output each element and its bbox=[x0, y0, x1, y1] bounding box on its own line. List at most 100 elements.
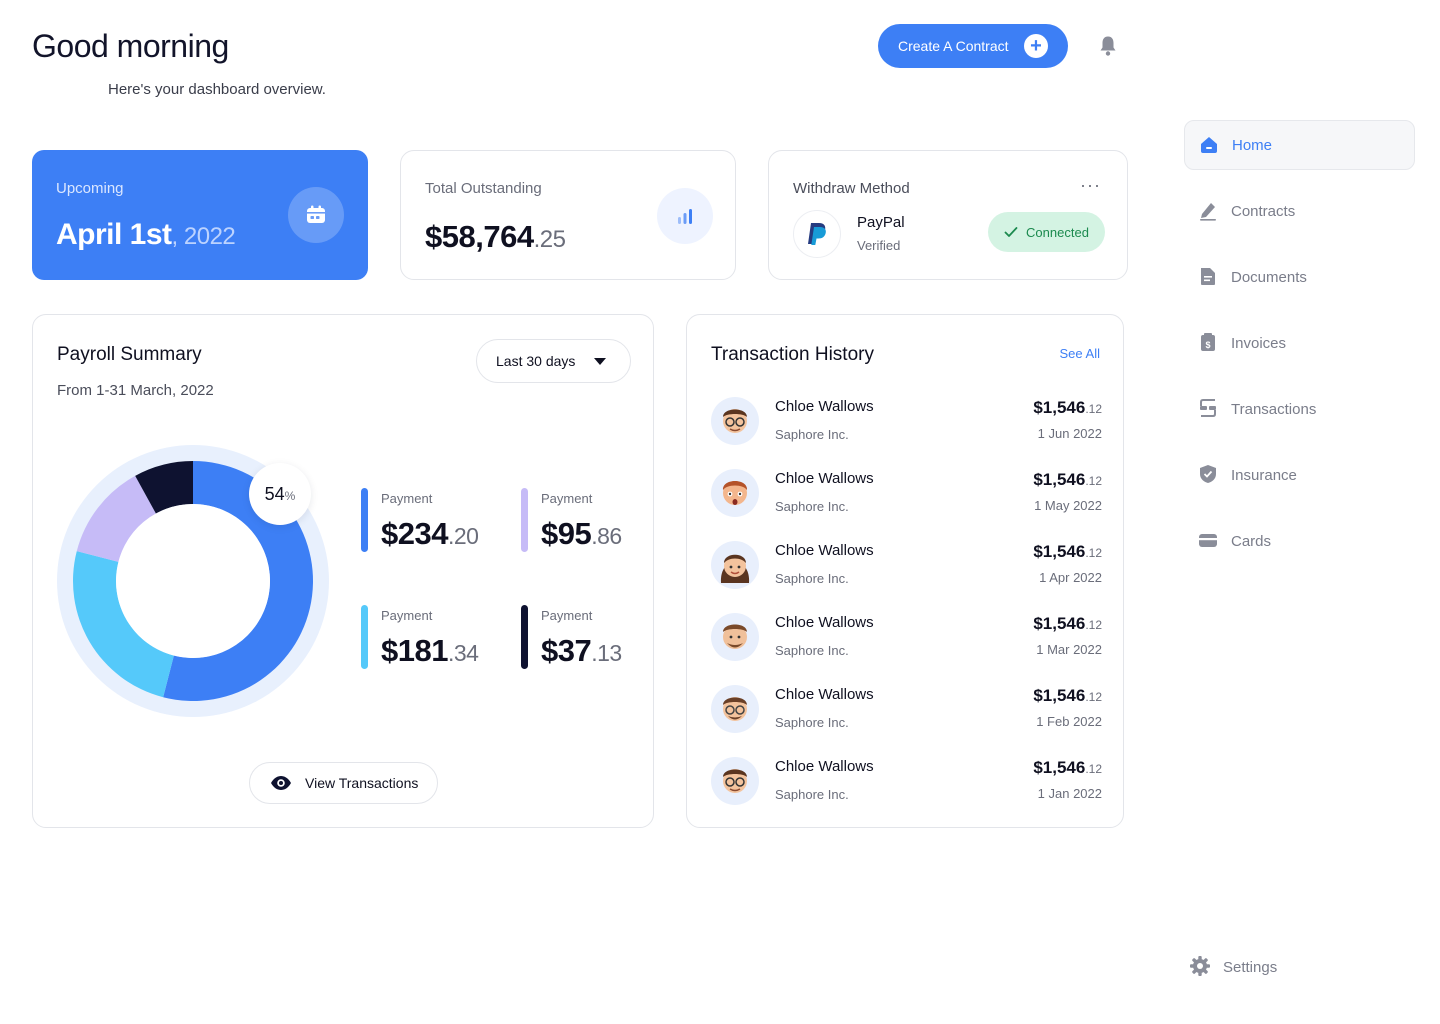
transaction-date: 1 May 2022 bbox=[1034, 498, 1102, 513]
transaction-row[interactable]: Chloe Wallows Saphore Inc. $1,546.12 1 M… bbox=[687, 465, 1125, 525]
card-icon bbox=[1199, 534, 1217, 547]
payment-amount-cents: .20 bbox=[447, 523, 479, 549]
payroll-date-range: From 1-31 March, 2022 bbox=[57, 382, 214, 399]
pen-icon bbox=[1200, 203, 1216, 221]
transaction-amount: $1,546.12 bbox=[1033, 758, 1102, 778]
payment-provider-status: Verified bbox=[857, 238, 901, 253]
payment-amount: $234.20 bbox=[381, 516, 479, 552]
svg-text:$: $ bbox=[1205, 340, 1210, 350]
payment-amount: $37.13 bbox=[541, 633, 622, 669]
transaction-row[interactable]: Chloe Wallows Saphore Inc. $1,546.12 1 A… bbox=[687, 537, 1125, 597]
transaction-amount-main: $1,546 bbox=[1033, 398, 1086, 417]
sidebar-item-documents[interactable]: Documents bbox=[1184, 252, 1415, 302]
payment-amount: $181.34 bbox=[381, 633, 479, 669]
avatar bbox=[711, 397, 759, 445]
payment-color-bar bbox=[361, 488, 368, 552]
transaction-company: Saphore Inc. bbox=[775, 499, 849, 514]
sidebar-item-invoices[interactable]: $ Invoices bbox=[1184, 318, 1415, 368]
sidebar-item-label: Invoices bbox=[1231, 334, 1287, 352]
transaction-date: 1 Jun 2022 bbox=[1037, 426, 1102, 441]
settings-link[interactable]: Settings bbox=[1176, 942, 1407, 992]
payment-label: Payment bbox=[541, 491, 593, 506]
period-dropdown[interactable]: Last 30 days bbox=[476, 339, 631, 383]
outstanding-card: Total Outstanding $58,764.25 bbox=[400, 150, 736, 280]
payroll-summary-card: Payroll Summary From 1-31 March, 2022 La… bbox=[32, 314, 654, 828]
payment-provider-name: PayPal bbox=[857, 214, 905, 231]
transaction-amount: $1,546.12 bbox=[1033, 614, 1102, 634]
payment-summary-1: Payment $234.20 bbox=[361, 488, 511, 554]
payment-color-bar bbox=[361, 605, 368, 669]
sidebar-item-label: Insurance bbox=[1231, 466, 1297, 484]
outstanding-amount: $58,764.25 bbox=[425, 219, 566, 255]
connected-badge-label: Connected bbox=[1026, 224, 1089, 240]
sidebar-item-cards[interactable]: Cards bbox=[1184, 516, 1415, 566]
transaction-company: Saphore Inc. bbox=[775, 571, 849, 586]
period-dropdown-value: Last 30 days bbox=[496, 353, 576, 369]
invoice-icon: $ bbox=[1201, 333, 1215, 351]
transaction-amount-cents: .12 bbox=[1085, 546, 1102, 560]
payment-amount-cents: .86 bbox=[591, 523, 622, 549]
transaction-name: Chloe Wallows bbox=[775, 686, 874, 703]
transaction-amount-cents: .12 bbox=[1085, 762, 1102, 776]
transaction-row[interactable]: Chloe Wallows Saphore Inc. $1,546.12 1 F… bbox=[687, 681, 1125, 741]
sidebar-item-home[interactable]: Home bbox=[1184, 120, 1415, 170]
more-options-icon[interactable]: ··· bbox=[1080, 175, 1101, 195]
payment-color-bar bbox=[521, 488, 528, 552]
outstanding-amount-main: $58,764 bbox=[425, 219, 534, 254]
transaction-date: 1 Feb 2022 bbox=[1036, 714, 1102, 729]
sidebar-item-insurance[interactable]: Insurance bbox=[1184, 450, 1415, 500]
payment-amount-main: $234 bbox=[381, 516, 448, 551]
upcoming-date-year: , 2022 bbox=[171, 223, 236, 250]
payment-amount-cents: .34 bbox=[447, 640, 479, 666]
transaction-row[interactable]: Chloe Wallows Saphore Inc. $1,546.12 1 J… bbox=[687, 393, 1125, 453]
page-title: Good morning bbox=[32, 28, 229, 64]
sidebar-item-contracts[interactable]: Contracts bbox=[1184, 186, 1415, 236]
withdraw-label: Withdraw Method bbox=[793, 180, 910, 197]
payment-color-bar bbox=[521, 605, 528, 669]
transaction-amount: $1,546.12 bbox=[1033, 542, 1102, 562]
avatar bbox=[711, 469, 759, 517]
transaction-company: Saphore Inc. bbox=[775, 787, 849, 802]
transaction-row[interactable]: Chloe Wallows Saphore Inc. $1,546.12 1 M… bbox=[687, 609, 1125, 669]
transaction-name: Chloe Wallows bbox=[775, 614, 874, 631]
bell-icon[interactable] bbox=[1098, 35, 1118, 57]
donut-slice-4 bbox=[135, 461, 193, 514]
transaction-date: 1 Mar 2022 bbox=[1036, 642, 1102, 657]
payment-amount-main: $37 bbox=[541, 633, 592, 668]
see-all-link[interactable]: See All bbox=[1059, 346, 1100, 361]
sidebar-item-label: Contracts bbox=[1231, 202, 1296, 220]
upcoming-label: Upcoming bbox=[56, 180, 124, 197]
gear-icon bbox=[1190, 956, 1210, 976]
outstanding-amount-cents: .25 bbox=[533, 226, 566, 253]
settings-label: Settings bbox=[1223, 958, 1278, 976]
avatar bbox=[711, 613, 759, 661]
calendar-icon bbox=[288, 187, 344, 243]
plus-icon: + bbox=[1024, 34, 1048, 58]
donut-percent-value: 54 bbox=[264, 483, 285, 504]
payroll-title: Payroll Summary bbox=[57, 344, 202, 365]
sidebar-item-transactions[interactable]: Transactions bbox=[1184, 384, 1415, 434]
payment-amount-main: $181 bbox=[381, 633, 448, 668]
transaction-row[interactable]: Chloe Wallows Saphore Inc. $1,546.12 1 J… bbox=[687, 753, 1125, 813]
sidebar-item-label: Transactions bbox=[1231, 400, 1317, 418]
transaction-history-card: Transaction History See All Chloe Wallow… bbox=[686, 314, 1124, 828]
create-contract-button[interactable]: Create A Contract + bbox=[878, 24, 1068, 68]
transaction-date: 1 Apr 2022 bbox=[1039, 570, 1102, 585]
transaction-amount-cents: .12 bbox=[1085, 690, 1102, 704]
view-transactions-button[interactable]: View Transactions bbox=[249, 762, 438, 804]
chevron-down-icon bbox=[594, 358, 606, 365]
view-transactions-label: View Transactions bbox=[305, 775, 419, 791]
upcoming-date: April 1st, 2022 bbox=[56, 218, 236, 252]
outstanding-label: Total Outstanding bbox=[425, 180, 542, 197]
donut-slice-3 bbox=[76, 475, 156, 562]
transactions-icon bbox=[1200, 399, 1216, 417]
create-contract-label: Create A Contract bbox=[898, 38, 1009, 54]
payment-label: Payment bbox=[381, 608, 433, 623]
transaction-amount-cents: .12 bbox=[1085, 474, 1102, 488]
transaction-amount-main: $1,546 bbox=[1033, 542, 1086, 561]
donut-percent-unit: % bbox=[284, 488, 296, 503]
withdraw-method-card: Withdraw Method ··· PayPal Verified Conn… bbox=[768, 150, 1128, 280]
transaction-amount-main: $1,546 bbox=[1033, 758, 1086, 777]
transaction-company: Saphore Inc. bbox=[775, 643, 849, 658]
paypal-logo-icon bbox=[793, 210, 841, 258]
